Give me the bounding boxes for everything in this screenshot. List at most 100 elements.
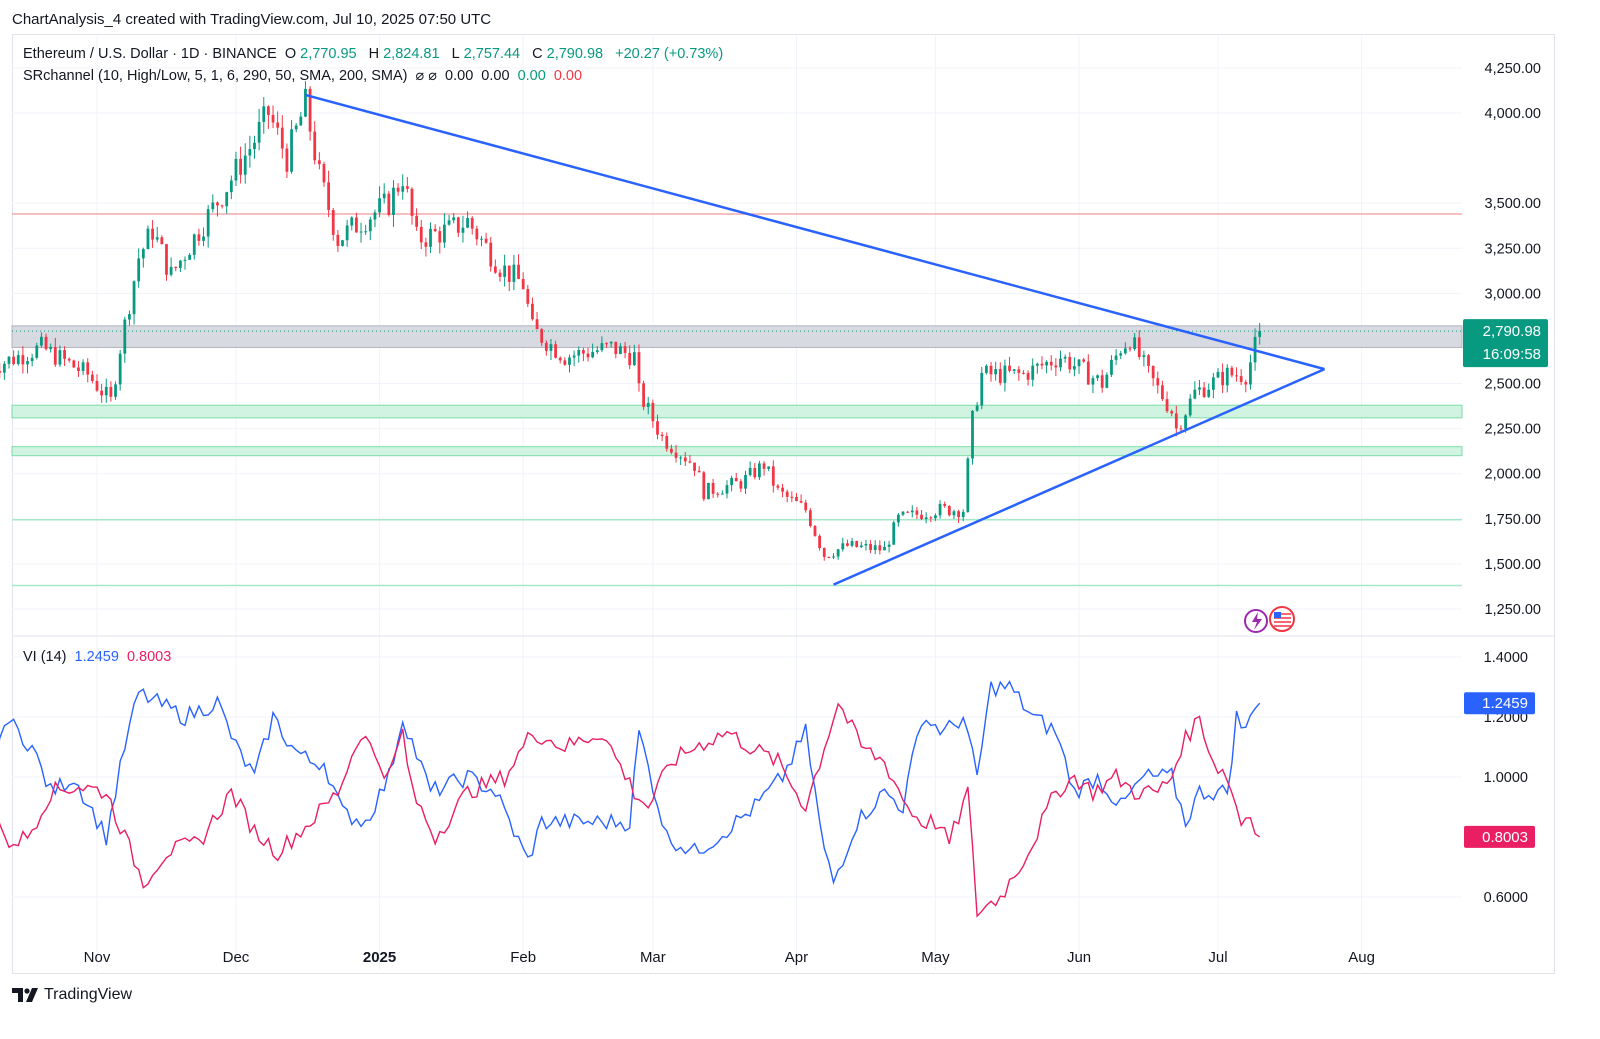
candle-body	[470, 218, 474, 229]
candle-body	[1137, 337, 1141, 358]
candle-body	[419, 226, 423, 243]
candle-body	[290, 129, 293, 172]
candle-body	[285, 148, 289, 172]
candle-body	[1179, 428, 1183, 430]
candle-body	[892, 522, 896, 545]
candle-body	[1211, 377, 1215, 390]
candle-body	[1244, 381, 1248, 385]
trendline-upper	[305, 93, 1325, 371]
candle-body	[619, 346, 622, 354]
vi-minus-badge	[1464, 825, 1535, 848]
candle-body	[1128, 348, 1132, 350]
x-tick-label: Nov	[84, 949, 111, 966]
candle-body	[95, 380, 99, 391]
y-tick-label: 4,000.00	[1485, 106, 1541, 122]
candle-body	[415, 215, 419, 227]
sr-zone	[11, 446, 1463, 457]
candle-body	[350, 217, 354, 226]
x-tick-label: May	[921, 949, 950, 966]
candle-body	[16, 355, 20, 364]
candle-body	[359, 231, 363, 233]
candle-body	[0, 370, 2, 373]
legend-symbol[interactable]: Ethereum / U.S. Dollar · 1D · BINANCE	[23, 46, 277, 62]
candle-body	[202, 236, 205, 241]
candle-body	[808, 510, 812, 527]
candle-body	[1133, 337, 1137, 350]
candle-body	[512, 264, 516, 282]
legend-c-value: 2,790.98	[546, 46, 604, 62]
candle-body	[730, 477, 734, 486]
candle-body	[396, 187, 400, 192]
candle-body	[243, 155, 247, 175]
candle-body	[21, 355, 25, 365]
vi-y-tick-label: 1.4000	[1484, 650, 1528, 666]
candle-body	[1249, 362, 1252, 385]
candle-body	[971, 410, 974, 459]
candle-body	[452, 217, 456, 221]
candle-body	[674, 452, 678, 458]
trendlines-group	[305, 93, 1326, 586]
candle-body	[234, 158, 238, 181]
candle-body	[943, 503, 947, 506]
vi-name[interactable]: VI (14)	[23, 649, 67, 665]
candle-body	[795, 497, 798, 502]
legend-l-value: 2,757.44	[463, 46, 521, 62]
candle-body	[896, 514, 900, 523]
candle-body	[355, 217, 358, 233]
candle-body	[424, 242, 428, 247]
candle-body	[744, 475, 747, 489]
candle-body	[146, 228, 150, 250]
candle-body	[308, 88, 312, 132]
candle-body	[382, 193, 386, 199]
candle-body	[58, 350, 62, 365]
candle-body	[804, 502, 808, 511]
candle-body	[443, 224, 446, 243]
candle-body	[216, 202, 219, 206]
candle-body	[873, 545, 877, 550]
candle-body	[901, 511, 905, 515]
tradingview-footer[interactable]: TradingView	[12, 986, 132, 1004]
candle-body	[605, 343, 608, 345]
legend-indicator: SRchannel (10, High/Low, 5, 1, 6, 290, 5…	[23, 68, 586, 84]
candle-body	[109, 386, 113, 397]
candle-body	[961, 511, 965, 518]
candle-body	[813, 526, 817, 536]
candle-body	[568, 357, 571, 365]
candle-body	[1110, 359, 1113, 375]
candle-body	[998, 369, 1002, 383]
vi-plus-badge	[1464, 692, 1535, 715]
candle-body	[850, 541, 854, 546]
candle-body	[702, 472, 706, 500]
candle-body	[748, 467, 752, 476]
candle-body	[1017, 369, 1021, 373]
last-price-badge	[1463, 319, 1548, 368]
candle-body	[1184, 415, 1187, 429]
candle-body	[192, 234, 196, 255]
candle-body	[174, 267, 178, 269]
candle-body	[141, 249, 145, 259]
candle-body	[1040, 363, 1044, 366]
candle-body	[1063, 356, 1067, 359]
candle-body	[1026, 373, 1030, 380]
x-tick-label: Dec	[223, 949, 250, 966]
candle-body	[864, 543, 868, 546]
candle-body	[155, 237, 159, 240]
candle-body	[67, 358, 71, 361]
candle-body	[1082, 359, 1086, 362]
candle-body	[322, 164, 326, 183]
candle-body	[229, 180, 233, 193]
candle-body	[1073, 366, 1076, 370]
indicator-name[interactable]: SRchannel (10, High/Low, 5, 1, 6, 290, 5…	[23, 68, 408, 84]
candle-body	[947, 505, 951, 516]
candle-body	[1230, 367, 1234, 376]
y-tick-label: 2,250.00	[1485, 422, 1541, 438]
sr-zone	[11, 325, 1463, 348]
candle-body	[197, 234, 201, 241]
candle-body	[517, 264, 520, 279]
candle-body	[456, 217, 460, 233]
candle-body	[35, 345, 39, 358]
candle-body	[81, 362, 85, 371]
candle-body	[72, 360, 76, 368]
candle-body	[586, 353, 590, 358]
